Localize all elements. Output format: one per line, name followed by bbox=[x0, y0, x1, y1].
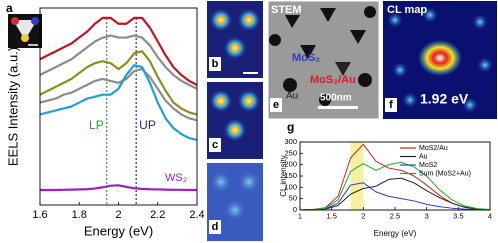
highlight-band bbox=[350, 142, 364, 210]
y-axis-label: EELS Intensity (a.u.) bbox=[5, 47, 20, 166]
y-tick-label: 200 bbox=[284, 160, 297, 169]
series-line bbox=[39, 16, 198, 86]
y-tick-label: 50 bbox=[289, 194, 297, 203]
y-tick-label: 0 bbox=[293, 205, 297, 214]
image-label: 1.92 eV bbox=[420, 91, 469, 107]
x-tick-label: 1.8 bbox=[72, 209, 87, 221]
y-tick-label: 100 bbox=[284, 182, 297, 191]
panel-label: c bbox=[212, 139, 218, 151]
x-tick-label: 2.4 bbox=[189, 209, 204, 221]
legend-label: MoS2/Au bbox=[419, 145, 448, 152]
panel-label-box bbox=[209, 138, 221, 152]
panel-label-box bbox=[270, 98, 282, 112]
panel-label: b bbox=[212, 58, 219, 70]
x-tick-label: 1.6 bbox=[32, 209, 47, 221]
series-line bbox=[299, 177, 491, 211]
image-label: Au bbox=[286, 91, 298, 102]
y-tick-label: 300 bbox=[284, 137, 297, 146]
panel-label-box bbox=[209, 220, 221, 234]
panel-label-box bbox=[385, 98, 397, 112]
image-e bbox=[267, 0, 380, 120]
panel-label: d bbox=[212, 221, 219, 233]
x-tick-label: 2.2 bbox=[150, 209, 165, 221]
x-tick-label: 3 bbox=[425, 212, 429, 221]
marker-label: UP bbox=[139, 118, 156, 132]
x-tick-label: 2 bbox=[115, 209, 121, 221]
image-label: 500nm bbox=[320, 93, 352, 104]
series-line bbox=[39, 34, 198, 90]
inset bbox=[8, 14, 42, 48]
marker-label: LP bbox=[89, 118, 104, 132]
image-label: MoS₂/Au bbox=[310, 74, 356, 86]
series-line bbox=[299, 161, 491, 211]
y-axis-label: CL intensity bbox=[279, 155, 288, 197]
panel-label: f bbox=[389, 99, 393, 111]
series-line bbox=[39, 64, 198, 142]
legend-label: MoS2 bbox=[419, 162, 437, 169]
x-tick-label: 1 bbox=[298, 212, 302, 221]
series-label: WS₂ bbox=[165, 172, 187, 184]
x-axis-label: Energy (eV) bbox=[374, 229, 417, 238]
image-label: MoS₂ bbox=[292, 52, 320, 64]
x-tick-label: 2 bbox=[361, 212, 365, 221]
image-b bbox=[207, 1, 263, 78]
image-f bbox=[383, 1, 497, 119]
legend-label: Au bbox=[419, 153, 428, 160]
panel-label-box bbox=[209, 57, 221, 71]
image-label: STEM bbox=[271, 4, 302, 16]
image-label: CL map bbox=[387, 4, 427, 16]
panel-label: a bbox=[6, 1, 13, 15]
x-axis-label: Energy (eV) bbox=[84, 223, 153, 238]
x-tick-label: 1.5 bbox=[326, 212, 336, 221]
plot-frame bbox=[39, 7, 198, 206]
x-tick-label: 4 bbox=[488, 212, 492, 221]
panel-label: g bbox=[287, 120, 294, 134]
x-tick-label: 3.5 bbox=[453, 212, 463, 221]
series-line bbox=[39, 67, 198, 122]
legend-label: Sum (MoS2+Au) bbox=[419, 170, 471, 177]
plot-frame bbox=[299, 141, 491, 211]
y-tick-label: 250 bbox=[284, 148, 297, 157]
series-line bbox=[299, 182, 491, 211]
series-line bbox=[39, 50, 198, 116]
x-tick-label: 2.5 bbox=[390, 212, 400, 221]
panel-label: e bbox=[273, 99, 279, 111]
series-line bbox=[40, 184, 197, 192]
y-tick-label: 150 bbox=[284, 171, 297, 180]
